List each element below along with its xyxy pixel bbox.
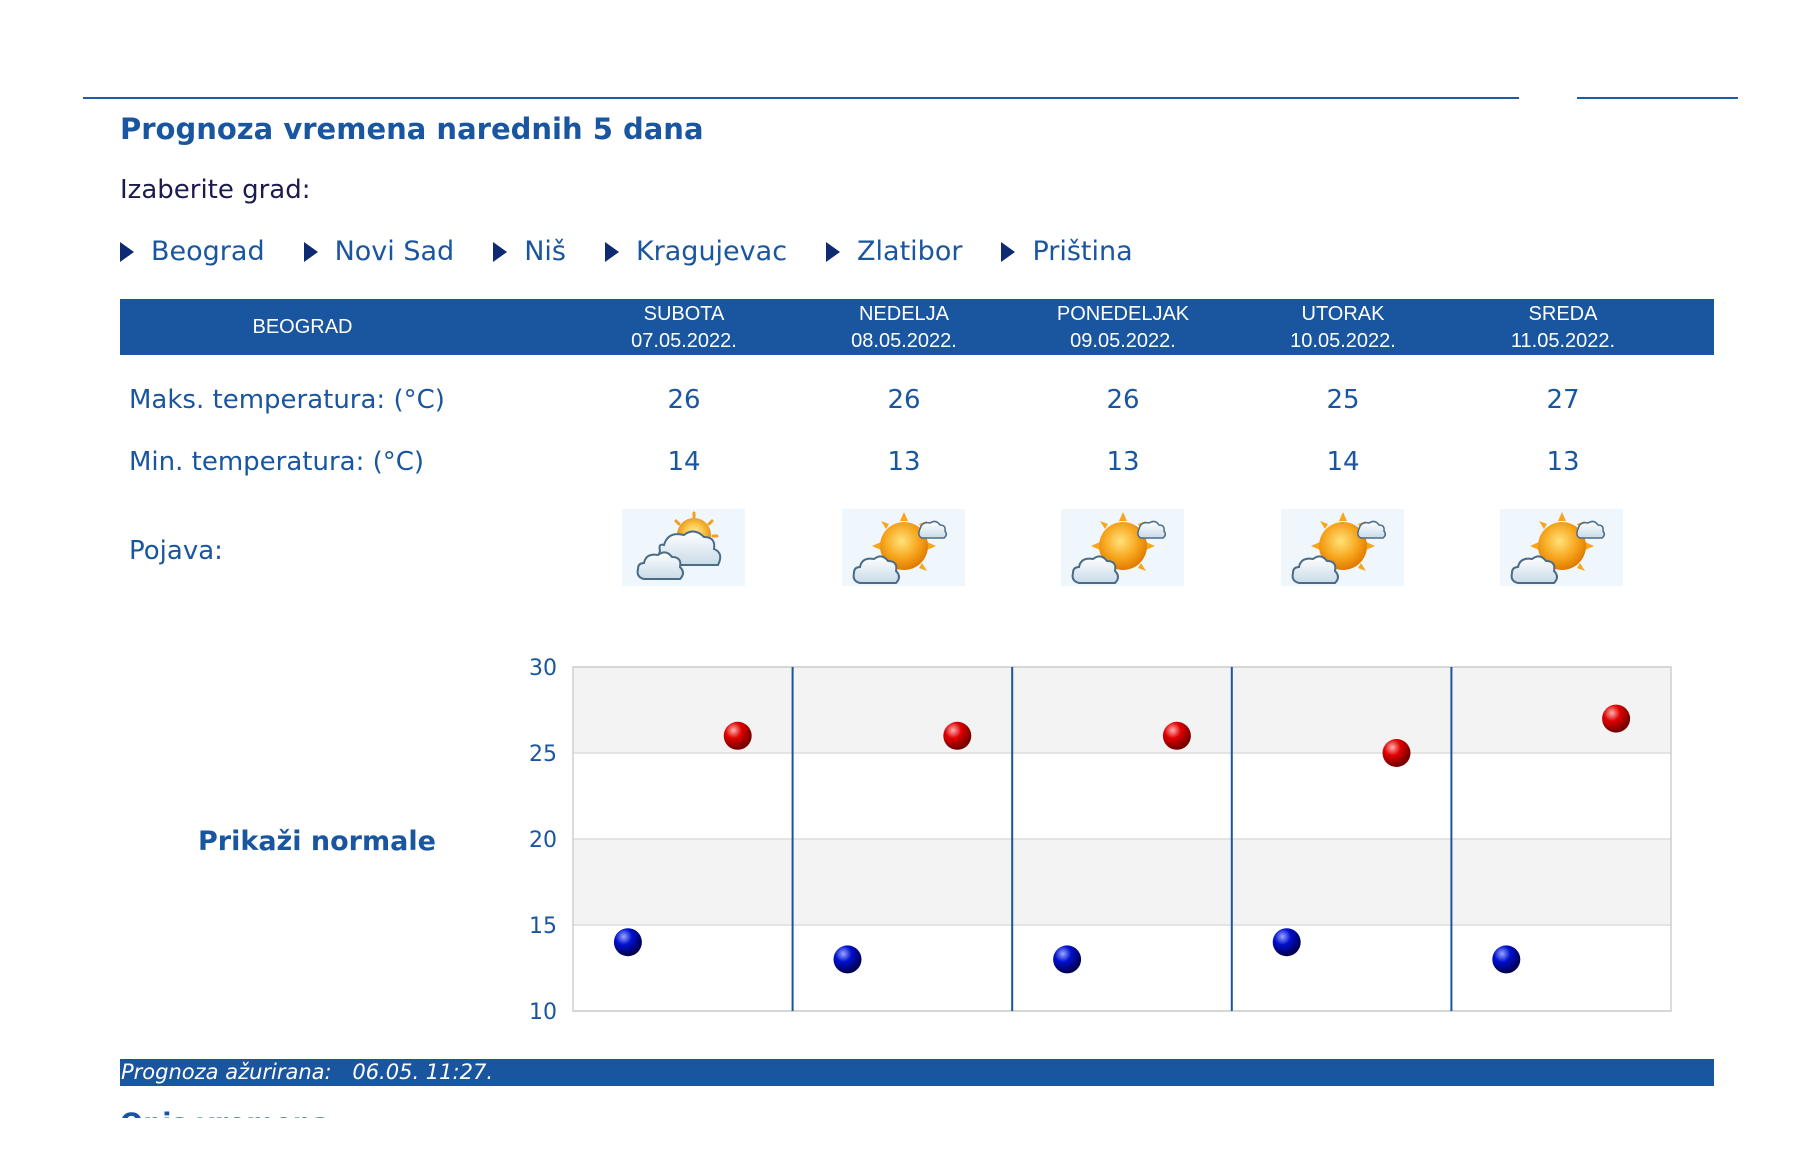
header-day-1: SUBOTA 07.05.2022.: [574, 301, 794, 355]
city-link-label: Kragujevac: [635, 236, 788, 267]
min-temp-value: 13: [1106, 447, 1140, 477]
city-link-label: Beograd: [151, 236, 265, 267]
day-name: UTORAK: [1301, 303, 1385, 325]
chart-band: [573, 839, 1671, 925]
chevron-right-icon: [303, 241, 318, 262]
day-date: 08.05.2022.: [851, 330, 957, 352]
city-link-pristina[interactable]: Priština: [1001, 236, 1133, 267]
y-tick-label: 10: [529, 1000, 557, 1025]
phenomenon-label: Pojava:: [129, 536, 223, 566]
y-tick-label: 20: [529, 828, 557, 853]
min-temp-point: [613, 928, 642, 957]
sun-with-clouds-icon: [842, 509, 965, 586]
min-temp-label: Min. temperatura: (°C): [129, 447, 425, 477]
max-temp-point: [723, 721, 752, 750]
max-temp-label: Maks. temperatura: (°C): [129, 385, 445, 415]
updated-value: 06.05. 11:27.: [352, 1060, 493, 1084]
city-link-kragujevac[interactable]: Kragujevac: [604, 236, 788, 267]
max-temp-point: [1382, 739, 1411, 767]
header-day-2: NEDELJA 08.05.2022.: [794, 301, 1014, 355]
header-day-3: PONEDELJAK 09.05.2022.: [1013, 301, 1233, 355]
day-name: PONEDELJAK: [1056, 303, 1190, 325]
max-temp-value: 26: [887, 385, 921, 415]
min-temp-point: [1492, 945, 1521, 974]
chevron-right-icon: [1001, 241, 1016, 262]
forecast-updated-bar: Prognoza ažurirana: 06.05. 11:27.: [120, 1059, 1714, 1086]
city-link-zlatibor[interactable]: Zlatibor: [826, 236, 962, 267]
sun-with-clouds-icon: [1500, 509, 1623, 586]
max-temp-point: [1162, 721, 1191, 750]
y-tick-label: 25: [529, 742, 557, 767]
day-date: 09.05.2022.: [1070, 330, 1176, 352]
chevron-right-icon: [493, 241, 508, 262]
page-title: Prognoza vremena narednih 5 dana: [120, 112, 704, 146]
max-temp-point: [943, 721, 972, 750]
top-divider-line-right: [1577, 97, 1738, 99]
max-temp-point: [1602, 704, 1631, 733]
min-temp-value: 13: [887, 447, 921, 477]
city-link-label: Novi Sad: [334, 236, 455, 267]
min-temp-value: 14: [667, 447, 701, 477]
top-divider-line: [83, 97, 1519, 99]
city-link-nis[interactable]: Niš: [493, 236, 566, 267]
city-link-label: Zlatibor: [857, 236, 963, 267]
updated-label: Prognoza ažurirana:: [121, 1060, 332, 1084]
cutoff-section-heading: Opis vremena: [120, 1104, 330, 1118]
day-name: SREDA: [1528, 303, 1598, 325]
y-tick-label: 30: [529, 656, 557, 681]
chevron-right-icon: [826, 241, 841, 262]
chevron-right-icon: [120, 241, 134, 262]
header-city-name: BEOGRAD: [252, 316, 353, 338]
day-date: 07.05.2022.: [631, 330, 737, 352]
city-link-label: Niš: [524, 236, 566, 267]
min-temp-point: [1272, 928, 1301, 957]
city-link-label: Priština: [1032, 236, 1133, 267]
min-temp-point: [1053, 945, 1082, 974]
max-temp-value: 26: [1106, 385, 1140, 415]
day-name: SUBOTA: [643, 303, 725, 325]
city-link-novi-sad[interactable]: Novi Sad: [303, 236, 455, 267]
day-date: 10.05.2022.: [1290, 330, 1396, 352]
show-normals-link[interactable]: Prikaži normale: [198, 826, 436, 857]
chevron-right-icon: [604, 241, 619, 262]
min-temp-value: 13: [1546, 447, 1580, 477]
choose-city-label: Izaberite grad:: [120, 175, 311, 205]
temperature-chart: 30 25 20 15 10: [529, 656, 1672, 1025]
chart-band: [573, 667, 1671, 753]
y-tick-label: 15: [529, 914, 557, 939]
partly-cloudy-icon: [622, 509, 745, 586]
sun-with-clouds-icon: [1061, 509, 1184, 586]
city-link-beograd[interactable]: Beograd: [120, 236, 265, 267]
header-day-5: SREDA 11.05.2022.: [1453, 301, 1673, 355]
forecast-header-bar: BEOGRAD SUBOTA 07.05.2022. NEDELJA 08.05…: [120, 299, 1714, 355]
min-temp-point: [833, 945, 862, 974]
min-temp-value: 14: [1326, 447, 1360, 477]
sun-with-clouds-icon: [1281, 509, 1404, 586]
max-temp-value: 27: [1546, 385, 1580, 415]
chart-border: [572, 666, 1672, 1012]
day-name: NEDELJA: [858, 303, 950, 325]
max-temp-value: 26: [667, 385, 701, 415]
header-day-4: UTORAK 10.05.2022.: [1233, 301, 1453, 355]
city-nav: Beograd Novi Sad Niš Kragujevac Zlatibor…: [120, 236, 1172, 267]
day-date: 11.05.2022.: [1510, 330, 1616, 352]
max-temp-value: 25: [1326, 385, 1360, 415]
